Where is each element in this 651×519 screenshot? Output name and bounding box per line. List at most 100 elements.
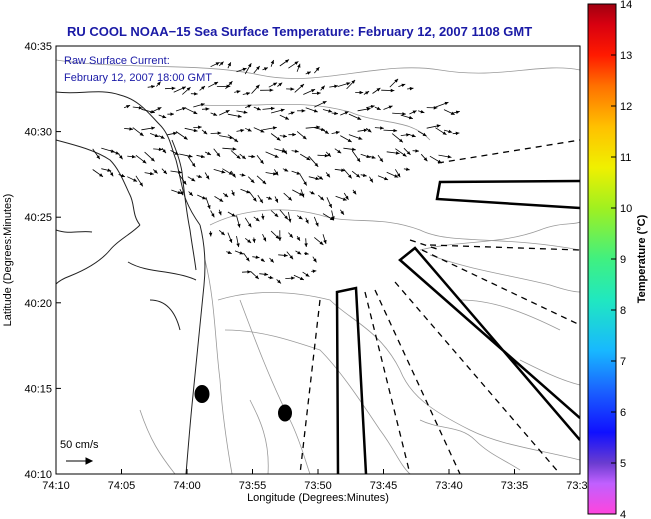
current-vector-head <box>395 151 400 155</box>
current-vector-head <box>301 109 306 113</box>
current-vector-head <box>344 111 349 115</box>
current-vector-head <box>200 103 205 107</box>
current-vector-head <box>288 218 292 223</box>
plot-frame <box>55 45 581 475</box>
current-vector-head <box>402 153 407 157</box>
current-vector-head <box>186 87 191 91</box>
current-vector-head <box>283 253 288 258</box>
current-vector-head <box>247 104 252 108</box>
current-vector-head <box>259 199 263 204</box>
current-vector-field <box>92 59 460 284</box>
current-vector-head <box>218 211 222 216</box>
current-vector-head <box>388 105 393 109</box>
map-area <box>56 59 580 474</box>
current-vector-head <box>444 101 449 106</box>
current-vector-head <box>205 175 210 180</box>
current-vector-head <box>171 86 176 91</box>
x-tick-label: 73:45 <box>370 480 398 492</box>
current-vector-head <box>227 62 231 67</box>
current-vector-head <box>261 215 265 220</box>
current-vector-head <box>351 80 356 84</box>
current-vector-head <box>221 170 226 174</box>
current-vector-head <box>406 133 410 137</box>
current-vector-head <box>402 112 406 116</box>
current-vector-head <box>246 190 251 194</box>
current-vector-head <box>203 130 208 135</box>
current-vector-head <box>119 155 123 160</box>
current-vector-head <box>305 219 309 224</box>
current-vector-head <box>324 130 329 134</box>
current-vector-head <box>328 203 332 208</box>
current-vector-head <box>346 82 351 86</box>
current-vector-head <box>296 171 301 175</box>
current-vector-head <box>207 205 211 209</box>
current-vector-head <box>284 215 288 220</box>
current-vector-head <box>322 101 327 105</box>
current-vector-head <box>396 173 401 178</box>
current-vector-head <box>297 251 302 255</box>
current-vector-head <box>170 112 174 116</box>
current-vector-head <box>409 86 414 91</box>
current-vector-head <box>274 154 279 158</box>
current-vector-head <box>345 195 349 200</box>
current-vector-head <box>247 239 252 243</box>
current-vector-head <box>376 106 381 110</box>
bathymetry-contours <box>56 59 580 474</box>
colorbar-tick-label: 7 <box>620 356 626 368</box>
current-vector-head <box>357 116 362 120</box>
current-vector-head <box>245 257 250 262</box>
current-vector-head <box>401 83 406 87</box>
current-vector-head <box>255 84 260 89</box>
current-vector-head <box>329 216 334 221</box>
current-vector-head <box>272 126 277 130</box>
current-vector-head <box>312 269 317 273</box>
current-vector-head <box>260 160 264 164</box>
current-vector-head <box>241 173 246 177</box>
current-vector-head <box>189 192 193 196</box>
current-vector-head <box>278 82 283 87</box>
current-vector-head <box>270 106 275 111</box>
current-vector-head <box>313 109 318 113</box>
current-vector-head <box>162 114 167 119</box>
current-vector-head <box>182 107 187 111</box>
current-vector-head <box>394 174 399 178</box>
current-vector-head <box>179 191 183 196</box>
current-vector-head <box>237 114 242 118</box>
current-vector-head <box>283 134 287 138</box>
current-vector-head <box>220 231 225 236</box>
sector-polygon-east <box>398 246 580 441</box>
current-vector-head <box>365 91 370 95</box>
current-vector-head <box>310 191 315 195</box>
current-vector-head <box>315 222 319 227</box>
current-vector-head <box>337 149 342 154</box>
sector-polygon-south <box>335 286 368 474</box>
current-vector-head <box>356 173 360 178</box>
current-vector-head <box>234 138 239 142</box>
current-vector-head <box>237 223 241 228</box>
current-vector-head <box>306 156 311 161</box>
current-vector-head <box>260 129 265 133</box>
x-axis: 74:10 74:05 74:00 73:55 73:50 73:45 73:40 73:35… <box>42 469 594 492</box>
current-vector-head <box>280 108 285 112</box>
current-vector-head <box>191 177 196 182</box>
current-vector-head <box>352 147 356 152</box>
current-vector-head <box>262 237 266 242</box>
current-vector-head <box>323 239 327 244</box>
coastline <box>56 91 206 474</box>
y-tick-label: 40:30 <box>24 127 52 139</box>
current-vector-head <box>290 111 295 115</box>
current-vector-head <box>376 88 381 92</box>
current-vector-head <box>319 176 323 180</box>
current-vector-head <box>239 251 244 255</box>
colorbar-tick-label: 11 <box>620 152 631 164</box>
current-vector-head <box>236 90 241 94</box>
current-vector-head <box>326 173 330 178</box>
current-vector-head <box>274 213 279 217</box>
current-vector-head <box>442 131 447 135</box>
current-vector-head <box>138 106 143 110</box>
current-vector-head <box>201 86 205 90</box>
current-vector-head <box>316 91 321 95</box>
current-vector-head <box>250 179 255 183</box>
current-vector-head <box>173 131 177 136</box>
current-vector-head <box>260 258 265 262</box>
